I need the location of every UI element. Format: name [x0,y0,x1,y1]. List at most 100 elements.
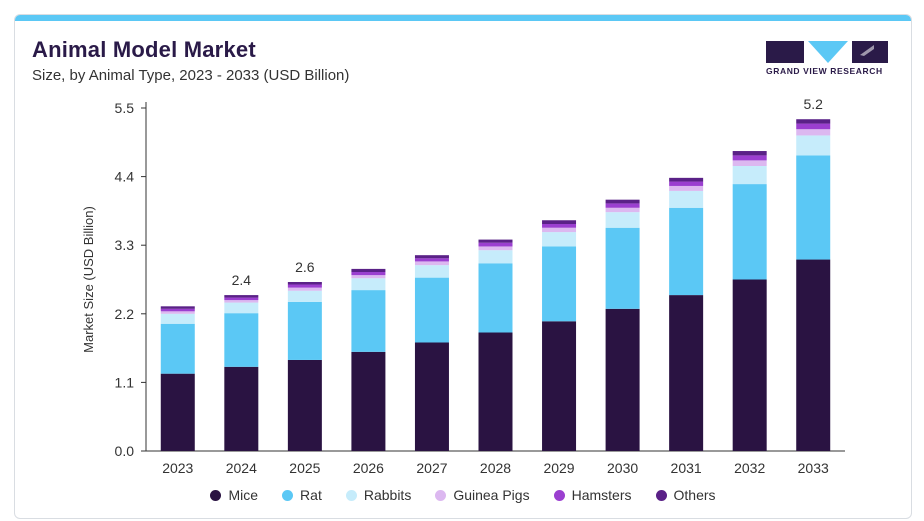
bar-segment-guinea-pigs [351,275,386,279]
legend-item-mice: Mice [210,487,258,503]
legend-swatch [345,489,357,501]
chart-title: Animal Model Market [32,37,256,62]
y-axis-title: Market Size (USD Billion) [81,206,96,353]
bar-segment-guinea-pigs [732,160,767,166]
bar-segment-guinea-pigs [224,300,259,303]
chart-legend: Mice Rat Rabbits Guinea Pigs Hamsters Others [15,485,911,505]
bar-segment-hamsters [732,155,767,161]
y-tick-label: 2.2 [115,306,135,322]
chart-card: Animal Model Market Size, by Animal Type… [14,14,912,519]
legend-item-rabbits: Rabbits [345,487,412,503]
bar-segment-rat [796,155,831,260]
y-tick-label: 4.4 [115,169,135,185]
bar-segment-others [224,295,259,298]
bar-segment-others [732,151,767,156]
bar-segment-others [605,199,640,204]
brand-logo-icon [766,41,888,63]
x-tick-label: 2026 [353,460,384,476]
bar-segment-rat [478,263,513,333]
bar-segment-guinea-pigs [669,185,704,191]
bar-segment-hamsters [605,203,640,208]
legend-label: Guinea Pigs [453,487,530,503]
chart-subtitle: Size, by Animal Type, 2023 - 2033 (USD B… [32,67,350,84]
bar-segment-mice [669,295,704,451]
bar-segment-rat [542,246,577,322]
bar-segment-guinea-pigs [796,129,831,136]
x-tick-label: 2032 [734,460,765,476]
bar-segment-hamsters [351,272,386,276]
bar-segment-rabbits [796,135,831,156]
bar-segment-others [414,255,449,259]
data-label: 5.2 [803,96,823,112]
bar-segment-mice [414,342,449,451]
bar-segment-rabbits [478,250,513,264]
legend-swatch [210,489,222,501]
data-label: 2.6 [295,259,315,275]
bar-segment-others [160,306,195,309]
bar-segment-guinea-pigs [605,207,640,213]
bar-segment-rabbits [732,165,767,185]
bar-segment-guinea-pigs [287,287,322,291]
bar-segment-rat [605,227,640,309]
x-tick-label: 2031 [671,460,702,476]
bar-segment-guinea-pigs [478,246,513,251]
bar-segment-hamsters [224,297,259,301]
bar-segment-rat [160,323,195,374]
bar-segment-others [796,119,831,124]
bar-segment-rat [732,184,767,280]
bar-segment-mice [351,351,386,451]
x-tick-label: 2030 [607,460,638,476]
bar-segment-rabbits [669,190,704,208]
bar-segment-rabbits [224,302,259,314]
bar-segment-others [669,177,704,182]
bar-segment-others [351,268,386,273]
bar-segment-guinea-pigs [160,311,195,314]
bar-segment-guinea-pigs [414,261,449,266]
bar-segment-hamsters [669,181,704,186]
brand-name: GRAND VIEW RESEARCH [766,66,883,76]
bar-segment-rat [224,313,259,367]
bar-segment-mice [732,279,767,451]
legend-item-guinea-pigs: Guinea Pigs [435,487,530,503]
bar-segment-rabbits [542,232,577,247]
legend-swatch [282,489,294,501]
x-tick-label: 2027 [416,460,447,476]
bar-segment-hamsters [478,242,513,247]
legend-label: Rat [300,487,322,503]
bar-segment-mice [605,308,640,451]
legend-swatch [553,489,565,501]
legend-label: Rabbits [363,487,412,503]
y-tick-label: 3.3 [115,237,135,253]
legend-swatch [655,489,667,501]
legend-item-hamsters: Hamsters [553,487,632,503]
bar-segment-rabbits [414,265,449,278]
legend-swatch [435,489,447,501]
bar-segment-rabbits [160,313,195,324]
legend-item-others: Others [655,487,716,503]
legend-label: Mice [228,487,259,503]
bar-segment-mice [796,259,831,451]
stacked-bar-chart: 0.0 1.1 2.2 3.3 4.4 5.5 Market Size (USD Billi… [81,96,845,476]
y-tick-label: 0.0 [115,443,135,459]
bar-segment-hamsters [160,308,195,312]
bar-segment-hamsters [542,223,577,228]
bar-segment-mice [160,373,195,451]
x-tick-label: 2028 [480,460,511,476]
legend-item-rat: Rat [282,487,322,503]
accent-top-bar [15,15,911,21]
bar-segment-rat [287,301,322,360]
bar-segment-guinea-pigs [542,227,577,233]
bar-segment-others [287,281,322,285]
bar-segment-rabbits [605,212,640,228]
y-tick-label: 1.1 [115,374,135,390]
y-tick-label: 5.5 [115,100,135,116]
bar-segment-rat [351,290,386,352]
bar-segment-mice [287,359,322,451]
x-tick-label: 2024 [226,460,257,476]
bar-segment-hamsters [796,123,831,130]
bar-segment-mice [224,366,259,451]
bar-segment-hamsters [414,258,449,262]
x-tick-label: 2033 [798,460,829,476]
x-tick-label: 2025 [289,460,320,476]
bar-segment-others [542,220,577,224]
